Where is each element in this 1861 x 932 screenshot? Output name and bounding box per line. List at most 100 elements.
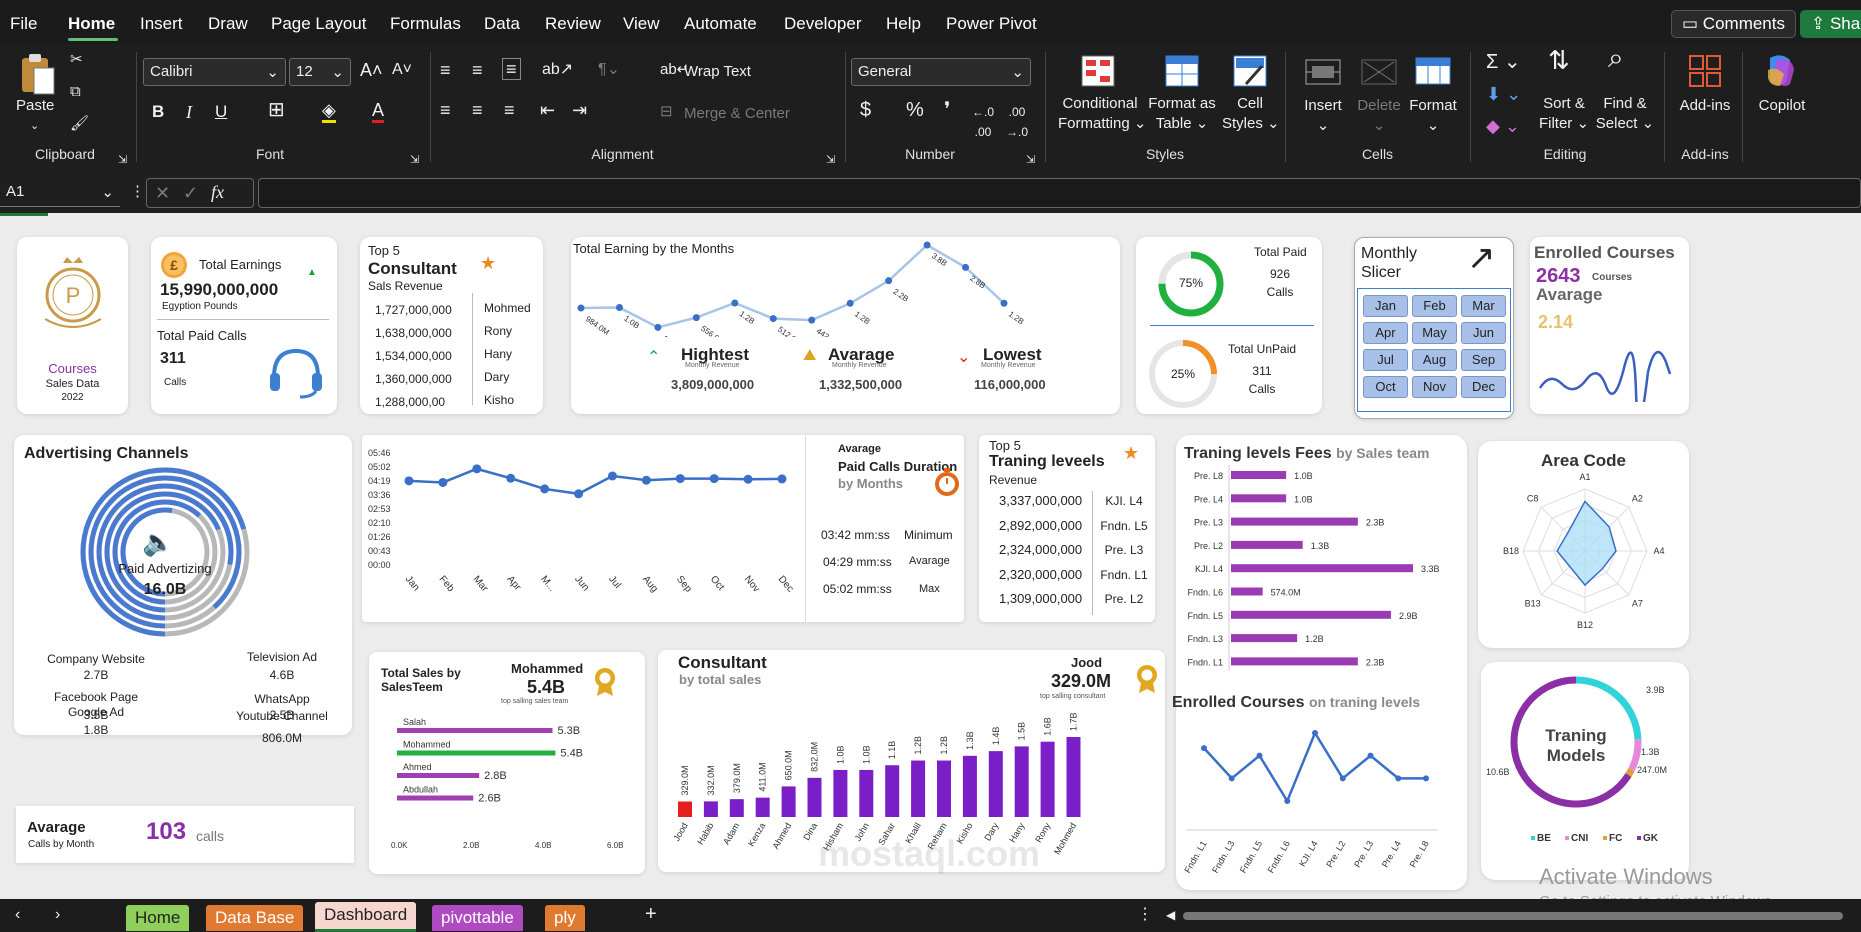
currency-icon[interactable]: $ [860, 99, 872, 121]
paste-button[interactable]: Paste [16, 97, 55, 114]
name-box[interactable]: A1 ⌄ [0, 179, 120, 207]
align-middle-icon[interactable]: ≡ [472, 60, 483, 80]
menu-review[interactable]: Review [545, 14, 601, 33]
add-ins-button[interactable]: Add-ins [1679, 97, 1731, 114]
menu-view[interactable]: View [623, 14, 660, 33]
menu-file[interactable]: File [10, 14, 38, 33]
comma-icon[interactable]: ❜ [944, 99, 951, 121]
format-cells-button[interactable]: Format ⌄ [1409, 97, 1457, 134]
slicer-month[interactable]: Feb [1412, 295, 1457, 317]
menu-automate[interactable]: Automate [684, 14, 757, 33]
format-painter-icon[interactable]: 🖌 [70, 115, 90, 132]
autosum-icon[interactable]: Σ ⌄ [1486, 51, 1521, 73]
next-sheet-icon[interactable]: › [55, 906, 61, 923]
clipboard-launcher-icon[interactable]: ⇲ [118, 154, 128, 166]
align-bottom-icon[interactable]: ≡ [502, 58, 521, 80]
menu-help[interactable]: Help [886, 14, 921, 33]
align-right-icon[interactable]: ≡ [504, 100, 515, 120]
formula-input[interactable] [258, 178, 1861, 208]
scroll-left-icon[interactable]: ◀ [1166, 908, 1176, 922]
align-center-icon[interactable]: ≡ [472, 100, 483, 120]
slicer-month[interactable]: Jan [1363, 295, 1408, 317]
fill-icon[interactable]: ⬇ ⌄ [1486, 84, 1522, 104]
slicer-month[interactable]: Aug [1412, 349, 1457, 371]
slicer-month[interactable]: Dec [1461, 376, 1506, 398]
sheet-tab-data-base[interactable]: Data Base [206, 905, 304, 931]
add-ins-icon[interactable] [1688, 54, 1722, 88]
copilot-button[interactable]: Copilot [1758, 97, 1806, 114]
slicer-month[interactable]: Sep [1461, 349, 1506, 371]
share-button[interactable]: ⇪ Shar [1800, 10, 1861, 38]
more-options-icon[interactable]: ⋮ [1137, 906, 1153, 923]
italic-icon[interactable]: I [186, 102, 192, 122]
number-launcher-icon[interactable]: ⇲ [1026, 154, 1036, 166]
format-cells-icon[interactable] [1414, 54, 1452, 88]
font-size-select[interactable]: 12 ⌄ [289, 58, 351, 86]
percent-icon[interactable]: % [906, 99, 924, 121]
add-sheet-icon[interactable]: + [645, 903, 657, 925]
sheet-tab-dashboard[interactable]: Dashboard [315, 902, 417, 932]
font-color-icon[interactable]: A [372, 100, 385, 123]
align-left-icon[interactable]: ≡ [440, 100, 451, 120]
cell-styles-icon[interactable] [1232, 54, 1268, 88]
conditional-formatting-icon[interactable] [1080, 54, 1116, 88]
sheet-tab-ply[interactable]: ply [545, 905, 585, 931]
find-select-button[interactable]: Find & Select ⌄ [1595, 95, 1655, 132]
align-top-icon[interactable]: ≡ [440, 60, 451, 80]
slicer-month[interactable]: Jul [1363, 349, 1408, 371]
orientation-icon[interactable]: ab↗ [542, 61, 574, 78]
format-as-table-button[interactable]: Format as Table ⌄ [1148, 95, 1216, 132]
wrap-text-icon[interactable]: ab↵ [660, 61, 690, 78]
increase-indent-icon[interactable]: ⇥ [572, 100, 588, 120]
menu-draw[interactable]: Draw [208, 14, 248, 33]
increase-font-icon[interactable]: A˄ [360, 60, 383, 80]
sheet-tab-pivottable[interactable]: pivottable [432, 905, 523, 931]
insert-function-icon[interactable]: fx [211, 182, 224, 202]
font-launcher-icon[interactable]: ⇲ [410, 154, 420, 166]
menu-home[interactable]: Home [68, 14, 116, 33]
conditional-formatting-button[interactable]: Conditional Formatting ⌄ [1058, 95, 1147, 132]
decrease-indent-icon[interactable]: ⇤ [540, 100, 556, 120]
bold-icon[interactable]: B [152, 102, 165, 121]
number-format-select[interactable]: General ⌄ [851, 58, 1031, 86]
paste-dropdown-icon[interactable]: ⌄ [30, 120, 40, 132]
insert-cells-button[interactable]: Insert ⌄ [1304, 97, 1342, 134]
decrease-font-icon[interactable]: A˅ [392, 61, 413, 78]
alignment-launcher-icon[interactable]: ⇲ [826, 154, 836, 166]
cut-icon[interactable]: ✂ [70, 51, 83, 68]
font-name-select[interactable]: Calibri ⌄ [143, 58, 286, 86]
more-options-icon[interactable]: ⋮ [130, 183, 145, 200]
menu-page-layout[interactable]: Page Layout [271, 14, 367, 33]
insert-cells-icon[interactable] [1304, 56, 1342, 88]
menu-insert[interactable]: Insert [140, 14, 183, 33]
borders-icon[interactable]: ⊞ [268, 99, 285, 121]
find-select-icon[interactable]: ⌕ [1608, 42, 1624, 73]
comments-button[interactable]: ▭ Comments [1671, 10, 1796, 38]
slicer-month[interactable]: Nov [1412, 376, 1457, 398]
sort-filter-button[interactable]: Sort & Filter ⌄ [1538, 95, 1590, 132]
prev-sheet-icon[interactable]: ‹ [15, 906, 21, 923]
slicer-month[interactable]: Jun [1461, 322, 1506, 344]
wrap-text-button[interactable]: Wrap Text [684, 63, 751, 80]
menu-power-pivot[interactable]: Power Pivot [946, 14, 1037, 33]
increase-decimal-icon[interactable]: ←.0.00 [972, 105, 995, 139]
menu-developer[interactable]: Developer [784, 14, 862, 33]
clear-icon[interactable]: ◆ ⌄ [1486, 116, 1520, 136]
copilot-icon[interactable] [1762, 52, 1800, 90]
sheet-tab-home[interactable]: Home [126, 905, 190, 931]
horizontal-scrollbar[interactable] [1183, 912, 1843, 920]
menu-formulas[interactable]: Formulas [390, 14, 461, 33]
underline-icon[interactable]: U [215, 102, 228, 121]
fill-color-icon[interactable]: ◈ [322, 100, 336, 123]
sort-filter-icon[interactable]: ⇅ [1548, 45, 1570, 75]
copy-icon[interactable]: ⧉ [70, 83, 81, 100]
slicer-month[interactable]: Mar [1461, 295, 1506, 317]
slicer-month[interactable]: May [1412, 322, 1457, 344]
slicer-month[interactable]: Oct [1363, 376, 1408, 398]
format-as-table-icon[interactable] [1164, 54, 1200, 88]
slicer-month[interactable]: Apr [1363, 322, 1408, 344]
cell-styles-button[interactable]: Cell Styles ⌄ [1222, 95, 1280, 132]
decrease-decimal-icon[interactable]: .00 →.0 [1006, 105, 1029, 139]
paste-icon[interactable] [18, 52, 58, 96]
menu-data[interactable]: Data [484, 14, 520, 33]
